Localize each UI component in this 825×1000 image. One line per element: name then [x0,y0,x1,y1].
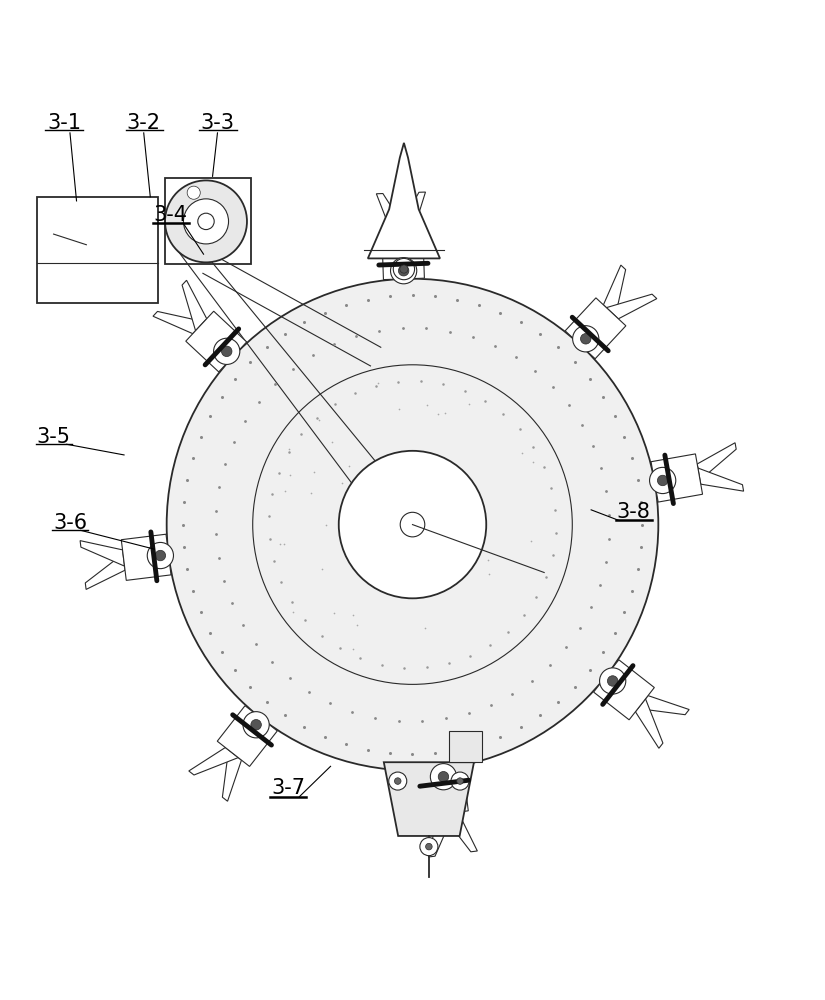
Polygon shape [80,541,125,566]
Circle shape [431,764,456,790]
Polygon shape [384,762,474,836]
Circle shape [252,365,573,684]
Circle shape [400,265,408,273]
Polygon shape [422,766,469,816]
Circle shape [183,199,229,244]
Polygon shape [603,265,625,316]
Text: 3-2: 3-2 [127,113,161,133]
Circle shape [438,771,449,782]
Circle shape [398,265,409,276]
Circle shape [600,668,626,694]
Polygon shape [368,143,440,258]
Polygon shape [638,696,689,715]
Polygon shape [450,731,482,762]
Text: 3-8: 3-8 [617,502,651,522]
Circle shape [390,258,417,284]
Circle shape [167,279,658,770]
Polygon shape [121,534,171,580]
Circle shape [400,512,425,537]
Text: 3-1: 3-1 [47,113,81,133]
Circle shape [155,550,166,561]
Polygon shape [153,311,204,334]
Polygon shape [594,660,654,720]
Circle shape [251,720,262,730]
Circle shape [649,467,676,494]
Circle shape [426,843,432,850]
Circle shape [214,338,240,364]
FancyBboxPatch shape [37,197,158,303]
Polygon shape [606,294,657,319]
Text: 3-7: 3-7 [271,778,305,798]
Circle shape [198,213,214,230]
Polygon shape [223,750,242,801]
Polygon shape [697,443,736,480]
Text: 3-6: 3-6 [53,513,87,533]
Polygon shape [698,468,743,491]
Circle shape [221,346,232,357]
Polygon shape [396,192,426,234]
Polygon shape [189,748,238,775]
Circle shape [573,326,599,352]
Circle shape [420,838,438,856]
Circle shape [581,334,591,344]
Circle shape [658,475,668,486]
Circle shape [457,778,464,784]
Polygon shape [217,706,277,766]
Circle shape [394,778,401,784]
Circle shape [165,180,247,262]
Polygon shape [85,554,125,589]
Polygon shape [382,233,424,280]
Circle shape [187,186,200,199]
Polygon shape [428,813,454,857]
Circle shape [243,712,269,738]
Circle shape [394,258,415,280]
Text: 3-4: 3-4 [153,205,188,225]
Polygon shape [635,699,663,748]
Circle shape [451,772,469,790]
Circle shape [147,542,173,569]
Circle shape [389,772,407,790]
Polygon shape [376,194,408,234]
Polygon shape [565,298,626,359]
Circle shape [607,676,618,686]
Polygon shape [182,280,207,331]
Text: 3-5: 3-5 [36,427,71,447]
Polygon shape [651,454,703,502]
Circle shape [339,451,486,598]
Polygon shape [442,812,478,852]
Polygon shape [186,311,247,372]
Text: 3-3: 3-3 [200,113,234,133]
